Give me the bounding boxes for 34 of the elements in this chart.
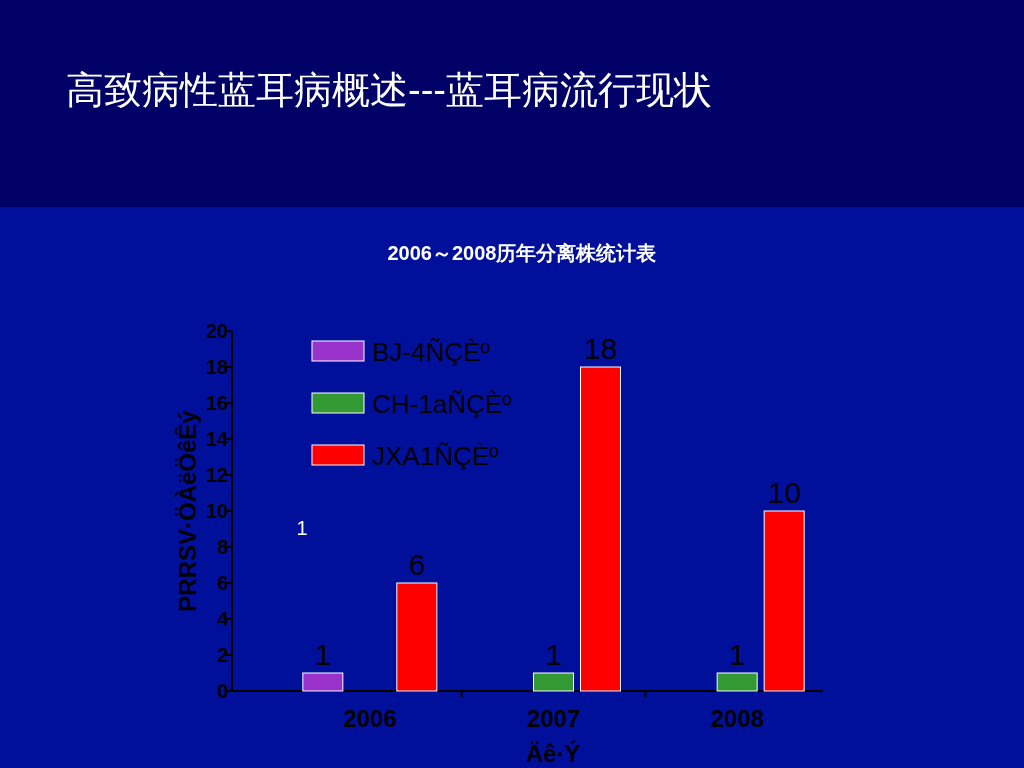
x-tick-label: 2006 xyxy=(343,705,397,732)
annotation: 1 xyxy=(296,517,308,539)
x-tick-label: 2008 xyxy=(710,705,764,732)
y-tick-label: 6 xyxy=(216,572,228,594)
bar xyxy=(302,672,344,692)
y-tick-label: 20 xyxy=(205,320,228,342)
y-tick-label: 18 xyxy=(205,356,228,378)
bar xyxy=(580,366,621,692)
data-label: 1 xyxy=(728,638,746,671)
bar xyxy=(716,672,758,692)
y-tick-label: 8 xyxy=(216,536,228,558)
legend-label: JXA1ÑÇÈº xyxy=(372,441,500,471)
data-label: 10 xyxy=(767,476,801,509)
y-tick-label: 14 xyxy=(205,428,229,450)
chart-subtitle: 2006～2008历年分离株统计表 xyxy=(387,242,657,264)
data-label: 1 xyxy=(314,638,332,671)
y-tick-label: 0 xyxy=(216,680,228,702)
x-tick-label: 2007 xyxy=(526,705,581,732)
y-tick-label: 12 xyxy=(205,464,228,486)
data-label: 6 xyxy=(408,548,426,581)
y-tick-label: 16 xyxy=(205,392,228,414)
chart-title: 高致病性蓝耳病概述---蓝耳病流行现状 xyxy=(66,69,712,111)
bar xyxy=(396,582,438,692)
data-label: 18 xyxy=(583,332,618,365)
y-tick-label: 2 xyxy=(216,644,228,666)
legend-label: BJ-4ÑÇÈº xyxy=(372,337,491,367)
y-tick-label: 4 xyxy=(216,608,229,630)
x-axis-title: Äê·Ý xyxy=(525,740,581,767)
y-tick-label: 10 xyxy=(205,500,228,522)
data-label: 1 xyxy=(545,638,562,671)
legend-label: CH-1aÑÇÈº xyxy=(372,389,513,419)
y-axis-title: PRRSV·ÖÀëÖêÊý xyxy=(174,409,201,612)
bar xyxy=(533,672,574,692)
bar xyxy=(763,510,805,692)
